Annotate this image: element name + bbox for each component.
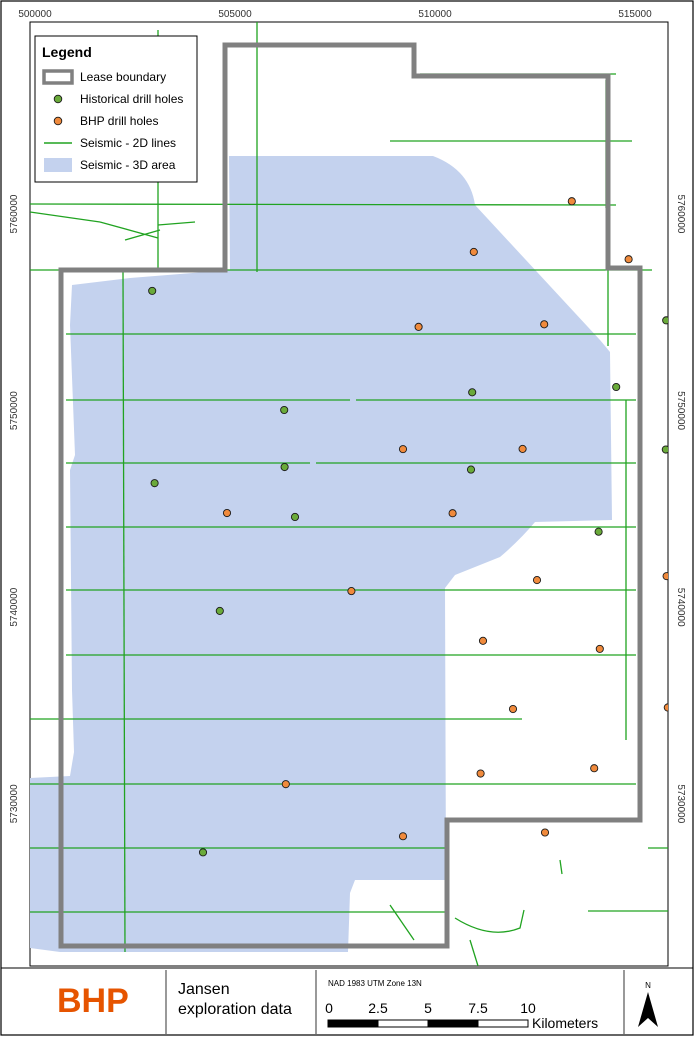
legend-bhp-symbol (53, 116, 63, 126)
bhp-drill-hole (518, 444, 527, 453)
bhp-drill-hole (624, 255, 633, 264)
legend-lease-label: Lease boundary (80, 70, 166, 84)
historical-drill-holes (148, 286, 668, 857)
y-tick-label-left: 5750000 (9, 391, 20, 430)
legend-3d-label: Seismic - 3D area (80, 158, 176, 172)
bhp-drill-hole (662, 572, 668, 581)
bhp-drill-hole (590, 764, 599, 773)
historical-drill-hole (466, 465, 476, 474)
bhp-drill-hole (398, 445, 408, 454)
bhp-drill-hole (347, 587, 356, 596)
bhp-drill-hole (540, 828, 550, 837)
y-tick-label-left: 5730000 (9, 784, 20, 823)
historical-drill-hole (661, 445, 668, 454)
scale-unit: Kilometers (532, 1015, 598, 1031)
footer-title-line1: Jansen (178, 981, 230, 998)
historical-drill-hole (290, 512, 300, 522)
bhp-drill-hole (398, 832, 408, 841)
historical-drill-hole (468, 388, 477, 397)
bhp-drill-hole (476, 769, 485, 778)
y-tick-label-right: 5740000 (675, 588, 686, 627)
projection-label: NAD 1983 UTM Zone 13N (328, 979, 422, 988)
x-tick-label-top: 500000 (18, 9, 52, 20)
bhp-drill-hole (540, 320, 549, 329)
scale-label-0: 0 (325, 1000, 333, 1016)
historical-drill-hole (612, 382, 621, 392)
bhp-drill-hole (508, 704, 518, 714)
y-tick-label-right: 5760000 (675, 195, 686, 234)
historical-drill-hole (150, 479, 159, 488)
bhp-drill-hole (595, 644, 604, 653)
bhp-drill-holes (222, 197, 668, 841)
north-arrow-icon (638, 992, 658, 1027)
north-label: N (645, 981, 651, 990)
legend-historical-label: Historical drill holes (80, 92, 183, 106)
scale-label-4: 10 (520, 1000, 536, 1016)
legend-box (34, 35, 198, 183)
historical-drill-hole (662, 316, 668, 325)
y-axis-ticks: 5760000 5760000 5750000 5750000 5740000 57400… (9, 194, 686, 824)
historical-drill-hole (280, 405, 289, 415)
lease-boundary (58, 42, 643, 949)
bhp-drill-hole (567, 197, 576, 206)
bhp-drill-hole (448, 509, 457, 518)
legend-historical-symbol (53, 94, 63, 104)
historical-drill-hole (215, 606, 224, 615)
scale-label-1: 2.5 (368, 1000, 388, 1016)
historical-drill-hole (148, 286, 157, 295)
bhp-drill-hole (663, 703, 668, 712)
legend-lease-symbol (42, 69, 74, 85)
bhp-drill-hole (414, 322, 423, 331)
legend-3d-symbol (44, 158, 72, 172)
y-tick-label-left: 5740000 (9, 587, 20, 626)
scale-label-2: 5 (424, 1000, 432, 1016)
bhp-drill-hole (532, 576, 542, 585)
y-tick-label-right: 5730000 (675, 784, 686, 823)
x-tick-label-top: 505000 (218, 9, 252, 20)
bhp-drill-hole (222, 508, 232, 518)
scale-label-3: 7.5 (468, 1000, 488, 1016)
footer-title-line2: exploration data (178, 1001, 292, 1018)
bhp-drill-hole (478, 636, 488, 645)
historical-drill-hole (594, 527, 603, 536)
seismic-3d-area (30, 156, 612, 952)
seismic-2d-lines (30, 22, 668, 966)
x-tick-label-top: 510000 (418, 9, 452, 20)
x-axis-ticks: 5000005050005100005150005200005250005300… (18, 9, 652, 20)
footer: BHP Jansen exploration data NAD 1983 UTM… (1, 967, 693, 1034)
scale-bar (327, 1019, 529, 1028)
legend-title: Legend (42, 44, 92, 60)
historical-drill-hole (280, 462, 289, 472)
bhp-drill-hole (281, 780, 290, 789)
legend-2d-label: Seismic - 2D lines (80, 136, 176, 150)
y-tick-label-right: 5750000 (675, 391, 686, 430)
bhp-logo: BHP (57, 982, 129, 1020)
legend: Legend Lease boundary Historical drill h… (34, 35, 198, 183)
x-tick-label-top: 515000 (618, 9, 652, 20)
historical-drill-hole (198, 848, 208, 857)
legend-bhp-label: BHP drill holes (80, 114, 158, 128)
bhp-drill-hole (469, 247, 478, 256)
y-tick-label-left: 5760000 (9, 194, 20, 233)
